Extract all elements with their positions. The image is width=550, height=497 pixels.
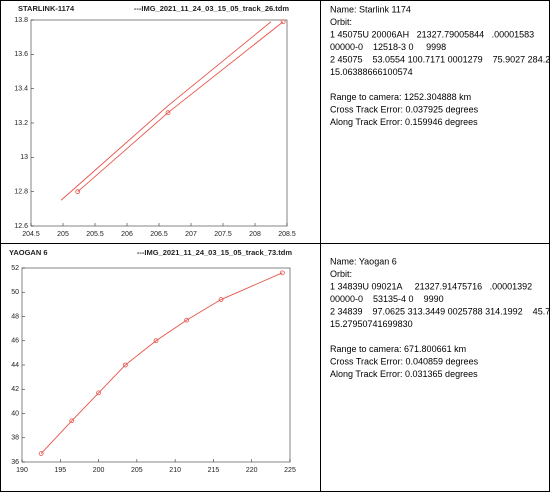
y-tick-label: 50	[11, 289, 19, 296]
error-line: Range to camera: 671.800661 km	[330, 344, 466, 354]
y-tick-label: 12.6	[14, 223, 28, 230]
orbit-line: 00000-0 53135-4 0 9990	[330, 294, 444, 304]
point	[75, 189, 81, 195]
point	[122, 362, 128, 368]
orbit-line: Orbit:	[330, 269, 352, 279]
x-tick-label: 210	[169, 467, 181, 474]
x-tick-label: 208	[249, 231, 261, 238]
x-tick-label: 200	[93, 467, 105, 474]
y-tick-label: 13.4	[14, 86, 28, 93]
orbit-line: Name: Yaogan 6	[330, 256, 397, 266]
x-tick-label: 206.5	[150, 231, 168, 238]
x-tick-label: 207	[185, 231, 197, 238]
y-tick-label: 46	[11, 338, 19, 345]
chart-subtitle: ---IMG_2021_11_24_03_15_05_track_26.tdm	[134, 4, 289, 13]
error-line: Range to camera: 1252.304888 km	[330, 92, 471, 102]
orbit-line: 00000-0 12518-3 0 9998	[330, 42, 446, 52]
x-tick-label: 205	[57, 231, 69, 238]
plot-area	[21, 267, 291, 463]
y-tick-label: 48	[11, 313, 19, 320]
point	[279, 270, 285, 276]
point	[38, 451, 44, 456]
error-line: Cross Track Error: 0.040859 degrees	[330, 356, 479, 366]
point	[69, 418, 75, 424]
y-tick-label: 36	[11, 459, 19, 466]
orbit-line: 2 45075 53.0554 100.7171 0001279 75.9027…	[330, 54, 550, 64]
y-tick-label: 13	[20, 154, 28, 161]
x-tick-label: 206	[121, 231, 133, 238]
x-tick-label: 205	[131, 467, 143, 474]
x-tick-label: 225	[284, 467, 296, 474]
orbit-line: 15.27950741699830	[330, 319, 413, 329]
x-tick-label: 208.5	[278, 231, 296, 238]
x-tick-label: 204.5	[22, 231, 40, 238]
y-tick-label: 40	[11, 410, 19, 417]
y-tick-label: 38	[11, 435, 19, 442]
orbit-line: 15.06388666100574	[330, 67, 413, 77]
y-tick-label: 13.2	[14, 120, 28, 127]
plot-area	[30, 19, 288, 227]
series-line	[77, 21, 284, 193]
x-tick-label: 220	[246, 467, 258, 474]
point	[218, 297, 224, 302]
y-tick-label: 12.8	[14, 189, 28, 196]
chart-title: STARLINK-1174	[18, 4, 75, 13]
orbit-line: 2 34839 97.0625 313.3449 0025788 314.199…	[330, 306, 550, 316]
point	[184, 317, 190, 323]
point	[96, 390, 101, 396]
orbit-line: Name: Starlink 1174	[330, 4, 411, 14]
chart-subtitle: ---IMG_2021_11_24_03_15_05_track_73.tdm	[137, 248, 292, 257]
x-tick-label: 207.5	[214, 231, 232, 238]
x-tick-label: 215	[208, 467, 220, 474]
point	[280, 19, 286, 25]
error-line: Along Track Error: 0.031365 degrees	[330, 369, 478, 379]
x-tick-label: 205.5	[86, 231, 104, 238]
point	[153, 338, 159, 344]
x-tick-label: 195	[54, 467, 66, 474]
orbit-line: 1 45075U 20006AH 21327.79005844 .0000158…	[330, 29, 534, 39]
chart-title: YAOGAN 6	[9, 248, 48, 257]
point	[165, 110, 171, 116]
orbit-line: Orbit:	[330, 17, 352, 27]
y-tick-label: 13.8	[14, 17, 28, 24]
y-tick-label: 44	[11, 362, 19, 369]
series-line	[40, 272, 283, 454]
y-tick-label: 13.6	[14, 51, 28, 58]
orbit-line: 1 34839U 09021A 21327.91475716 .00001392	[330, 281, 532, 291]
series-line	[60, 21, 272, 201]
y-tick-label: 42	[11, 386, 19, 393]
error-line: Along Track Error: 0.159946 degrees	[330, 117, 478, 127]
y-tick-label: 52	[11, 265, 19, 272]
error-line: Cross Track Error: 0.037925 degrees	[330, 104, 479, 114]
x-tick-label: 190	[16, 467, 28, 474]
